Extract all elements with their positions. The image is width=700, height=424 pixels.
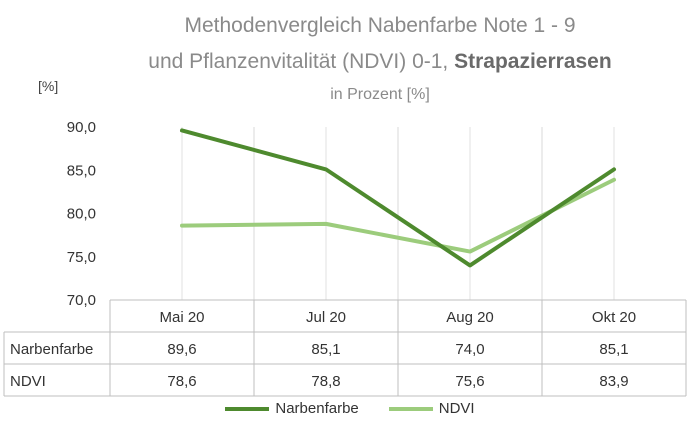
table-series-name: Narbenfarbe [10,341,93,358]
table-cell-value: 85,1 [311,341,340,358]
legend-swatch-narbenfarbe [225,406,270,411]
table-cell-value: 75,6 [455,373,484,390]
table-cell-value: 74,0 [455,341,484,358]
table-cell-value: 83,9 [599,373,628,390]
chart-subtitle: in Prozent [%] [330,86,430,103]
chart-title-line2-bold: Strapazierrasen [454,50,612,73]
y-tick-label: 70,0 [67,292,96,309]
chart-legend: Narbenfarbe NDVI [0,400,700,417]
legend-label-narbenfarbe: Narbenfarbe [275,400,359,417]
y-tick-label: 85,0 [67,162,96,179]
table-cell-value: 78,6 [167,373,196,390]
legend-item-ndvi: NDVI [388,400,475,417]
table-cell-value: 85,1 [599,341,628,358]
x-tick-label: Okt 20 [592,309,636,326]
table-cell-value: 78,8 [311,373,340,390]
y-axis-unit-label: [%] [38,78,59,94]
x-tick-label: Jul 20 [306,309,346,326]
table-cell-value: 89,6 [167,341,196,358]
x-tick-label: Mai 20 [159,309,204,326]
x-tick-label: Aug 20 [446,309,494,326]
chart-title-line2-prefix: und Pflanzenvitalität (NDVI) 0-1, [148,50,455,73]
chart-title-line2: und Pflanzenvitalität (NDVI) 0-1, Strapa… [60,50,700,74]
y-tick-label: 75,0 [67,249,96,266]
legend-label-ndvi: NDVI [438,400,475,417]
chart-title-line1: Methodenvergleich Nabenfarbe Note 1 - 9 [184,14,576,37]
series-line-narbenfarbe [180,128,616,268]
y-tick-label: 80,0 [67,206,96,223]
legend-item-narbenfarbe: Narbenfarbe [225,400,359,417]
table-series-name: NDVI [10,373,46,390]
y-tick-label: 90,0 [67,119,96,136]
legend-swatch-ndvi [388,406,433,411]
